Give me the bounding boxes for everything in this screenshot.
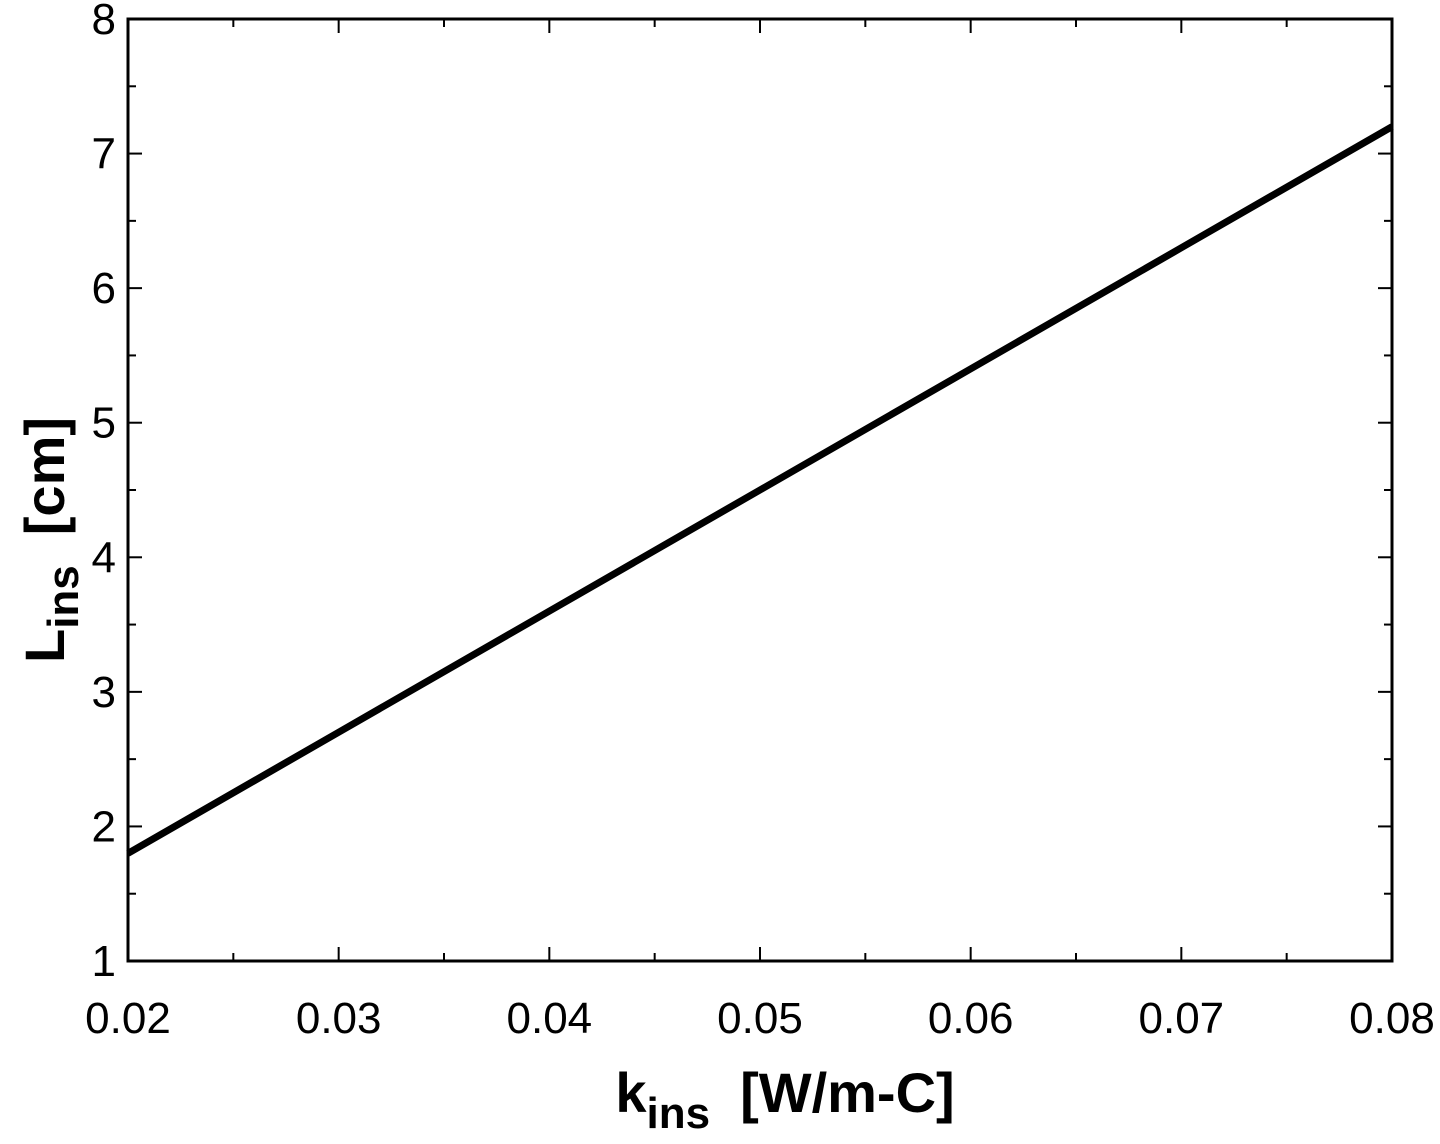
- y-axis-title-sub: ins: [39, 565, 88, 629]
- y-tick-label: 1: [92, 937, 116, 986]
- y-tick-label: 3: [92, 668, 116, 717]
- y-tick-label: 2: [92, 802, 116, 851]
- series-line: [126, 123, 1394, 857]
- y-tick-label: 8: [92, 0, 116, 44]
- x-tick-label: 0.06: [928, 994, 1014, 1043]
- x-axis-title-main: k: [615, 1061, 647, 1124]
- y-tick-label: 7: [92, 130, 116, 179]
- x-axis-title-unit: [W/m-C]: [740, 1061, 955, 1124]
- x-tick-label: 0.05: [717, 994, 803, 1043]
- x-tick-label: 0.04: [507, 994, 593, 1043]
- x-tick-label: 0.08: [1349, 994, 1435, 1043]
- y-tick-label: 4: [92, 533, 116, 582]
- x-tick-label: 0.07: [1139, 994, 1225, 1043]
- x-tick-label: 0.02: [85, 994, 171, 1043]
- x-tick-labels: 0.02 0.03 0.04 0.05 0.06 0.07 0.08: [85, 994, 1435, 1043]
- y-tick-label: 6: [92, 264, 116, 313]
- y-axis-title-main: L: [13, 629, 76, 663]
- y-axis-title: Lins [cm]: [13, 417, 88, 663]
- series-layer: [126, 123, 1394, 857]
- plot-frame: [126, 17, 1394, 963]
- x-axis-title-sub: ins: [646, 1089, 710, 1138]
- y-tick-labels: 1 2 3 4 5 6 7 8: [92, 0, 116, 986]
- x-tick-label: 0.03: [296, 994, 382, 1043]
- x-axis-title: kins [W/m-C]: [615, 1061, 954, 1138]
- y-axis-title-unit: [cm]: [13, 417, 76, 535]
- y-tick-label: 5: [92, 399, 116, 448]
